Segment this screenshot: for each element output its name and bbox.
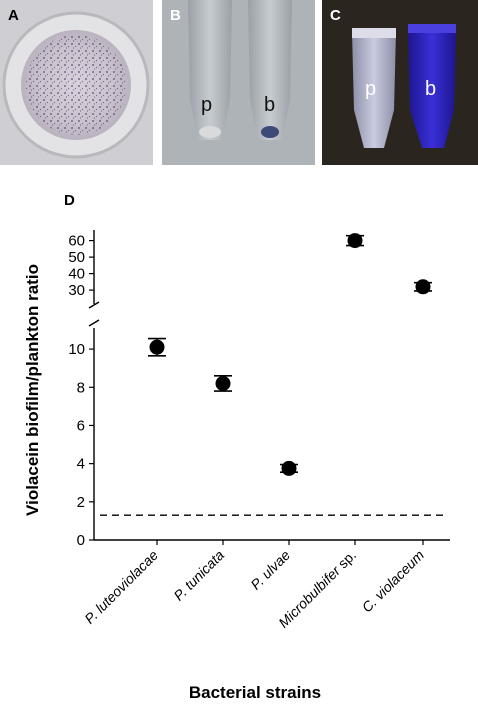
y-tick-label: 4: [77, 456, 85, 473]
tube-plankton: [188, 0, 232, 140]
data-point: [415, 279, 431, 295]
x-category-label: P. tunicata: [170, 547, 227, 604]
data-point: [281, 460, 297, 476]
y-tick-label: 0: [77, 532, 85, 549]
panel-a-label: A: [8, 7, 19, 24]
panel-a: A: [0, 0, 153, 165]
x-axis-label: Bacterial strains: [189, 683, 321, 702]
violacein-speckles: [26, 35, 126, 135]
tube-plankton-pellet: [199, 126, 221, 138]
panel-b-tube-label-p: p: [201, 94, 212, 116]
panel-c-tube-label-b: b: [425, 78, 436, 100]
tube-plankton-meniscus: [352, 28, 396, 38]
tube-biofilm: [248, 0, 292, 140]
axis-break-mark: [88, 319, 100, 327]
data-point: [149, 339, 165, 355]
tube-biofilm-extract: [408, 28, 456, 148]
panel-d-label: D: [64, 192, 75, 209]
panel-c-label: C: [330, 7, 341, 24]
tube-biofilm-meniscus: [408, 24, 456, 33]
panel-b: B p b: [162, 0, 315, 165]
x-category-label: P. ulvae: [247, 547, 293, 593]
y-tick-label: 50: [68, 249, 85, 266]
y-tick-label: 2: [77, 494, 85, 511]
y-tick-label: 10: [68, 341, 85, 358]
panel-c-tube-label-p: p: [365, 78, 376, 100]
y-tick-label: 6: [77, 417, 85, 434]
axis-break-mark: [88, 301, 100, 309]
y-tick-label: 60: [68, 233, 85, 250]
y-tick-label: 40: [68, 266, 85, 283]
data-point: [215, 375, 231, 391]
y-axis-label: Violacein biofilm/plankton ratio: [23, 264, 42, 516]
panel-b-tube-label-b: b: [264, 94, 275, 116]
panel-b-background: [162, 0, 315, 165]
tube-biofilm-pellet: [261, 126, 279, 138]
y-tick-label: 8: [77, 379, 85, 396]
tube-plankton-extract: [352, 32, 396, 148]
data-point: [347, 233, 363, 249]
x-category-label: P. luteoviolacae: [81, 547, 161, 627]
y-tick-label: 30: [68, 282, 85, 299]
x-category-label: C. violaceum: [359, 547, 428, 616]
panel-c: C p b: [322, 0, 478, 165]
panel-b-label: B: [170, 7, 181, 24]
